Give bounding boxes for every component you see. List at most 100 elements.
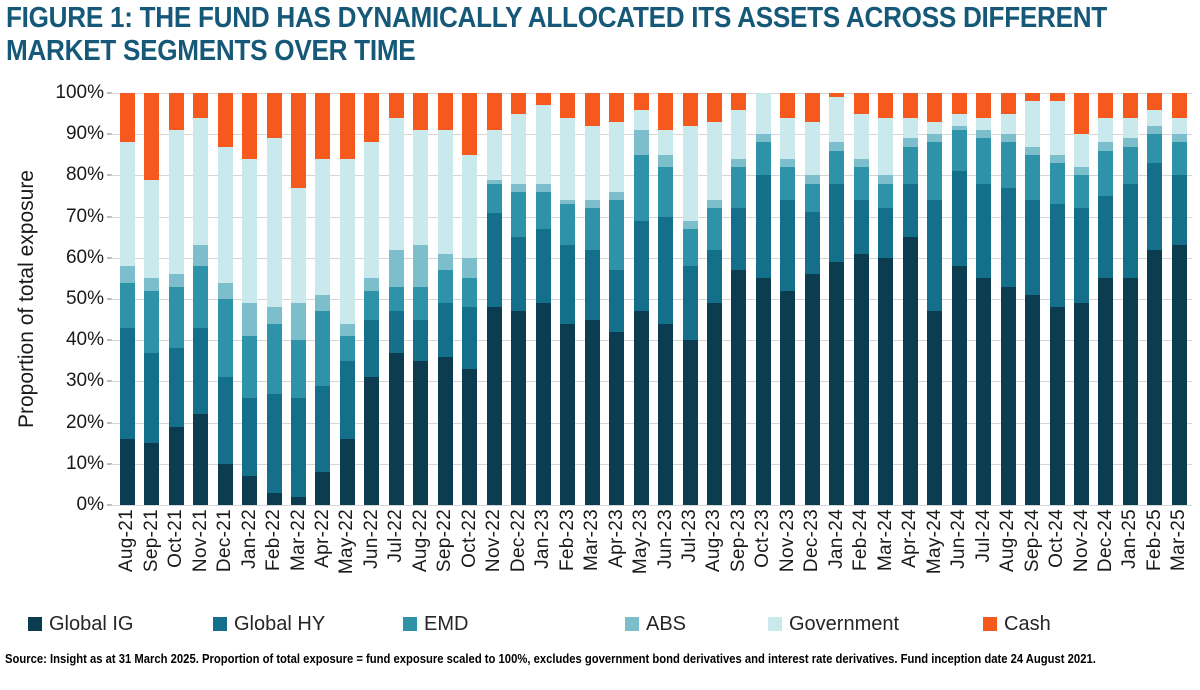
bar-segment-global-ig [780,290,796,505]
bar-Oct-23 [755,93,771,505]
legend-label: Global IG [49,612,134,635]
x-tick-label: Jan-24 [825,509,847,569]
bar-Mar-22 [291,93,307,505]
x-tick-label: Jun-23 [654,509,676,569]
bar-Nov-24 [1074,93,1090,505]
bar-segment-abs [560,200,576,205]
x-tick-cell: Oct-23 [751,509,775,604]
bar-segment-global-ig [1025,294,1041,505]
bar-May-22 [339,93,355,505]
bar-segment-global-ig [1122,278,1138,505]
x-tick-label: Jun-24 [948,509,970,569]
bar-column-Nov-24 [1069,93,1093,505]
bar-Sep-21 [144,93,160,505]
bar-Jan-22 [242,93,258,505]
bar-segment-government [853,113,869,159]
y-tick-mark [107,92,112,94]
bar-segment-global-ig [535,303,551,505]
x-tick-cell: Apr-22 [311,509,335,604]
bar-segment-global-hy [1000,187,1016,287]
bar-column-Dec-22 [507,93,531,505]
bar-Jul-23 [682,93,698,505]
bar-segment-cash [1122,93,1138,118]
y-tick-mark [107,256,112,259]
bar-segment-cash [1098,93,1114,118]
bar-segment-global-ig [242,476,258,505]
bar-segment-abs [1000,134,1016,143]
x-tick-label: Nov-23 [776,509,798,573]
x-tick-cell: Feb-22 [262,509,286,604]
bar-segment-global-ig [193,414,209,505]
bar-column-Dec-21 [213,93,237,505]
bar-segment-abs [437,253,453,271]
gridline [111,340,1192,342]
bar-segment-global-hy [829,183,845,262]
x-tick-label: Apr-24 [899,509,921,568]
bar-segment-government [1098,117,1114,143]
bar-segment-global-hy [1049,204,1065,308]
bar-column-Jan-24 [825,93,849,505]
legend-item-global-hy: Global HY [213,610,325,638]
x-tick-cell: Nov-24 [1069,509,1093,604]
x-tick-label: Mar-22 [287,509,309,571]
x-tick-label: Jul-23 [679,509,701,563]
bar-column-Oct-24 [1045,93,1069,505]
x-tick-cell: Nov-21 [188,509,212,604]
bar-segment-global-ig [902,237,918,505]
bar-column-Jul-24 [971,93,995,505]
y-tick-label: 40% [65,329,104,351]
bar-segment-global-ig [706,303,722,505]
bar-segment-abs [927,134,943,143]
bar-column-Oct-23 [751,93,775,505]
bar-segment-global-hy [462,307,478,370]
bar-segment-global-hy [706,249,722,304]
bar-segment-cash [780,93,796,118]
bar-segment-global-hy [755,175,771,279]
bar-segment-government [535,105,551,184]
x-tick-cell: Feb-25 [1143,509,1167,604]
legend-swatch-abs [625,617,639,631]
bar-segment-global-ig [462,369,478,505]
bar-segment-abs [853,158,869,168]
bar-segment-global-hy [976,183,992,279]
bar-segment-abs [413,245,429,287]
bar-segment-emd [511,191,527,238]
bar-Feb-22 [266,93,282,505]
gridline [111,299,1192,300]
bar-segment-emd [706,208,722,250]
bar-segment-global-hy [609,270,625,332]
gridline [111,505,1192,506]
bar-segment-emd [1074,175,1090,209]
bar-segment-government [1025,101,1041,147]
x-tick-label: Jul-22 [385,509,407,563]
x-tick-label: Jun-22 [360,509,382,569]
bar-segment-global-hy [266,393,282,493]
bar-segment-emd [658,167,674,217]
legend-swatch-global-hy [213,617,227,631]
bar-segment-global-hy [535,228,551,304]
plot-area [111,93,1192,506]
bar-segment-emd [682,228,698,267]
bar-segment-global-ig [1000,286,1016,505]
bar-segment-cash [853,93,869,114]
bar-segment-global-hy [902,183,918,238]
x-tick-label: Dec-24 [1094,509,1116,573]
bar-segment-government [706,121,722,201]
bar-segment-emd [731,167,747,209]
x-tick-label: Feb-24 [850,509,872,572]
x-tick-label: Apr-23 [605,509,627,568]
legend-label: EMD [424,612,469,635]
x-tick-cell: May-22 [335,509,359,604]
bar-segment-global-hy [511,237,527,312]
x-tick-cell: Jan-25 [1118,509,1142,604]
bar-segment-global-ig [217,463,233,505]
bar-segment-cash [486,93,502,131]
x-tick-cell: Apr-24 [898,509,922,604]
bar-segment-global-ig [291,496,307,505]
x-tick-cell: Apr-23 [604,509,628,604]
bar-segment-global-ig [633,311,649,505]
x-tick-cell: Aug-22 [409,509,433,604]
bar-segment-emd [193,266,209,328]
bar-segment-abs [1074,167,1090,176]
x-tick-label: Dec-21 [214,509,236,573]
